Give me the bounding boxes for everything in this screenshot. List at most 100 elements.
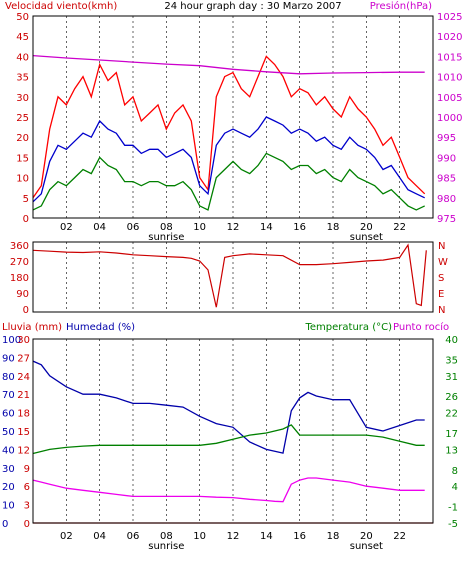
humidity-xtick-label: 10 (193, 531, 206, 542)
humidity-xtick-label: 14 (260, 531, 273, 542)
temperature-ytick-label: 13 (445, 445, 458, 456)
wind-sunrise-label: sunrise (148, 232, 184, 243)
wind-xtick-label: 14 (260, 222, 273, 233)
direction-ytick-labels: 0 90 180 270 360 (10, 241, 29, 316)
pressure-ytick-labels: 975 980 985 990 995 1000 1005 1010 1015 1020 1025 (437, 12, 462, 225)
humidity-ytick-label: 100 (2, 335, 21, 346)
temperature-axis-label: Temperatura (°C) (304, 322, 392, 333)
wind-pressure-panel: Velocidad viento(kmh) 24 hour graph day … (5, 0, 462, 243)
wind-sunset-label: sunset (350, 232, 383, 243)
rain-ytick-label: 12 (17, 445, 30, 456)
pressure-ytick-label: 980 (437, 194, 456, 205)
humidity-xtick-label: 08 (160, 531, 173, 542)
wind-ytick-label: 50 (16, 12, 29, 23)
rain-ytick-label: 18 (17, 409, 30, 420)
direction-ytick-label: 0 (23, 305, 29, 316)
compass-label: S (438, 273, 444, 284)
rain-ytick-label: 6 (24, 482, 30, 493)
wind-axis-label: Velocidad viento(kmh) (5, 1, 117, 12)
wind-ytick-label: 15 (16, 153, 29, 164)
temperature-ytick-label: 26 (445, 392, 458, 403)
wind-plot-frame (32, 15, 434, 219)
wind-xtick-label: 04 (93, 222, 106, 233)
wind-xtick-label: 22 (393, 222, 406, 233)
direction-ytick-label: 270 (10, 257, 29, 268)
pressure-ytick-label: 1010 (437, 73, 462, 84)
dewpoint-line (32, 477, 425, 503)
rain-ytick-labels: 0 3 6 9 12 15 18 21 24 27 30 (17, 335, 30, 530)
humidity-xtick-label: 02 (60, 531, 73, 542)
wind-ytick-label: 10 (16, 174, 29, 185)
rain-ytick-label: 21 (17, 390, 30, 401)
wind-ytick-label: 35 (16, 73, 29, 84)
humidity-sunset-label: sunset (350, 541, 383, 552)
pressure-axis-label: Presión(hPa) (370, 0, 432, 12)
pressure-ytick-label: 985 (437, 174, 456, 185)
humidity-ytick-label: 60 (2, 409, 15, 420)
temperature-ytick-label: 35 (445, 355, 458, 366)
compass-label: W (438, 257, 448, 268)
pressure-ytick-label: 995 (437, 133, 456, 144)
humidity-ytick-label: 40 (2, 445, 15, 456)
temperature-ytick-label: 8 (452, 466, 458, 477)
wind-ytick-label: 25 (16, 113, 29, 124)
wind-xtick-labels: 02 04 06 08 10 12 14 16 18 20 22 (60, 222, 406, 233)
pressure-ytick-label: 975 (437, 214, 456, 225)
pressure-ytick-label: 1025 (437, 12, 462, 23)
rain-ytick-label: 3 (24, 501, 30, 512)
temperature-ytick-label: 17 (445, 429, 458, 440)
wind-xtick-label: 02 (60, 222, 73, 233)
pressure-ytick-label: 1020 (437, 32, 462, 43)
humidity-xtick-label: 06 (127, 531, 140, 542)
wind-xtick-label: 06 (127, 222, 140, 233)
temperature-ytick-label: 31 (445, 372, 458, 383)
direction-line (32, 243, 427, 308)
humidity-ytick-label: 80 (2, 372, 15, 383)
wind-ytick-label: 40 (16, 52, 29, 63)
wind-xtick-label: 08 (160, 222, 173, 233)
compass-label: N (438, 305, 445, 316)
wind-xtick-label: 12 (227, 222, 240, 233)
wind-ytick-label: 20 (16, 133, 29, 144)
temperature-ytick-label: 4 (452, 482, 458, 493)
temperature-ytick-label: -1 (448, 503, 458, 514)
rain-ytick-label: 24 (17, 372, 30, 383)
rain-ytick-label: 9 (24, 464, 30, 475)
temperature-ytick-label: 40 (445, 335, 458, 346)
pressure-ytick-label: 1005 (437, 93, 462, 104)
wind-xtick-label: 10 (193, 222, 206, 233)
wind-minimum-line (32, 152, 425, 211)
wind-xtick-label: 16 (293, 222, 306, 233)
wind-average-line (32, 116, 425, 203)
rain-ytick-label: 0 (24, 519, 30, 530)
humidity-ytick-labels: 0 10 20 30 40 50 60 70 80 90 100 (2, 335, 21, 530)
compass-label: E (438, 289, 444, 300)
temperature-ytick-labels: -5 -1 4 8 13 17 22 26 31 35 40 (445, 335, 458, 530)
direction-plot-frame (32, 241, 434, 313)
rain-ytick-label: 27 (17, 353, 30, 364)
wind-ytick-labels: 0 5 10 15 20 25 30 35 40 45 50 (16, 12, 29, 225)
humidity-line (32, 360, 425, 454)
temperature-ytick-label: -5 (448, 519, 458, 530)
rain-ytick-label: 30 (17, 335, 30, 346)
wind-xtick-label: 20 (360, 222, 373, 233)
humidity-ytick-label: 0 (2, 519, 8, 530)
compass-label: N (438, 241, 445, 252)
pressure-ytick-label: 1000 (437, 113, 462, 124)
wind-grid (66, 16, 400, 218)
wind-xtick-label: 18 (327, 222, 340, 233)
direction-ytick-label: 360 (10, 241, 29, 252)
humidity-xtick-label: 16 (293, 531, 306, 542)
wind-gust-line (32, 55, 426, 199)
humidity-xtick-labels: 02 04 06 08 10 12 14 16 18 20 22 (60, 531, 406, 542)
humidity-ytick-label: 30 (2, 464, 15, 475)
humidity-plot-frame (32, 338, 434, 524)
direction-series (32, 243, 427, 308)
wind-ytick-label: 45 (16, 32, 29, 43)
humidity-axis-label: Humedad (%) (66, 322, 135, 333)
temperature-line (32, 424, 425, 455)
wind-ytick-label: 0 (23, 214, 29, 225)
humidity-grid (66, 339, 400, 523)
direction-grid (66, 242, 400, 312)
